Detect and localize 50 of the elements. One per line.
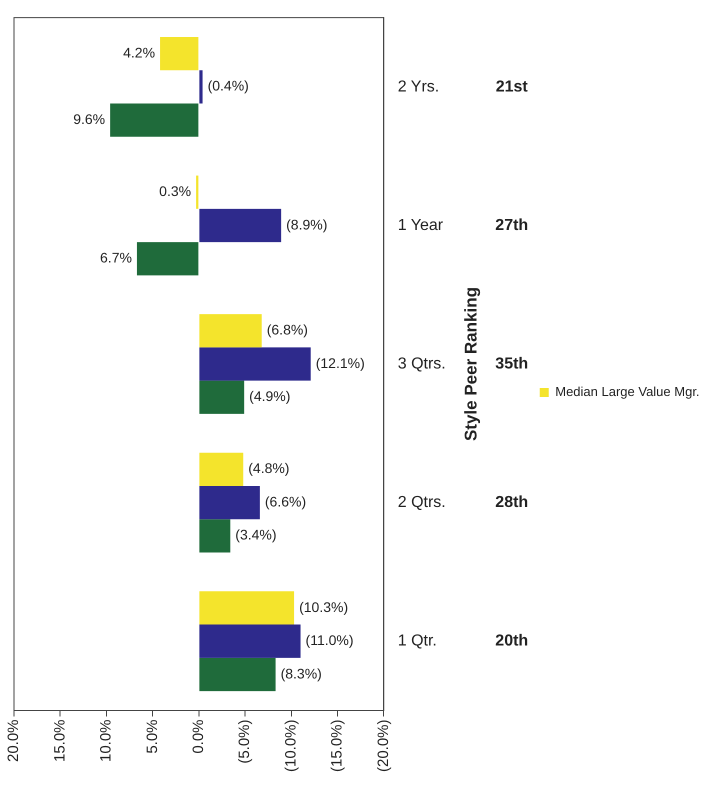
bar bbox=[199, 591, 294, 625]
data-label: 0.3% bbox=[159, 183, 192, 200]
x-tick-label: (20.0%) bbox=[374, 719, 392, 772]
data-label: (6.6%) bbox=[264, 493, 306, 510]
data-label: (10.3%) bbox=[299, 598, 348, 615]
text: 21st bbox=[496, 78, 528, 96]
bar bbox=[136, 242, 198, 276]
bar bbox=[110, 104, 198, 137]
text: 35th bbox=[495, 355, 528, 372]
text: 28th bbox=[495, 494, 528, 512]
y-tick-label: 2 Yrs. bbox=[398, 78, 440, 96]
bar bbox=[199, 314, 262, 348]
bar bbox=[199, 208, 282, 242]
y-tick-label: 2 Qtrs. bbox=[398, 494, 446, 512]
bar bbox=[199, 380, 244, 414]
bar bbox=[199, 658, 276, 692]
x-tick-label: 20.0% bbox=[5, 719, 22, 762]
y-tick-label: 1 Qtr. bbox=[398, 632, 437, 650]
x-tick-label: 10.0% bbox=[98, 719, 115, 762]
text: 20th bbox=[495, 632, 528, 650]
data-label: (11.0%) bbox=[306, 632, 354, 648]
x-tick-label: 0.0% bbox=[190, 719, 208, 754]
data-label: (0.4%) bbox=[208, 78, 249, 94]
y-tick-label: 1 Year bbox=[398, 216, 444, 234]
y-axis-title: Style Peer Ranking bbox=[461, 287, 480, 442]
data-label: 6.7% bbox=[100, 250, 132, 266]
data-label: (8.9%) bbox=[286, 216, 328, 232]
x-tick-label: 5.0% bbox=[144, 719, 161, 754]
data-label: 9.6% bbox=[73, 111, 106, 128]
data-label: (8.3%) bbox=[280, 665, 322, 682]
data-label: 4.2% bbox=[123, 44, 156, 60]
text: 27th bbox=[495, 216, 528, 234]
x-tick-label: (10.0%) bbox=[282, 719, 300, 772]
data-label: (3.4%) bbox=[235, 526, 277, 543]
data-label: (12.1%) bbox=[316, 354, 365, 371]
data-label: (4.9%) bbox=[249, 388, 290, 404]
bar bbox=[160, 37, 198, 70]
data-label: (6.8%) bbox=[266, 322, 308, 338]
bar bbox=[199, 347, 311, 381]
bar bbox=[199, 519, 230, 552]
x-tick-label: 15.0% bbox=[51, 719, 68, 762]
data-label: (4.8%) bbox=[248, 460, 290, 476]
x-tick-label: (15.0%) bbox=[328, 719, 346, 772]
bar bbox=[199, 486, 260, 520]
x-tick-label: (5.0%) bbox=[236, 719, 254, 764]
y-tick-label: 3 Qtrs. bbox=[398, 355, 446, 372]
bar bbox=[199, 70, 203, 104]
bar bbox=[199, 624, 301, 658]
bar bbox=[199, 452, 244, 486]
legend-label: Median Large Value Mgr. bbox=[555, 384, 700, 400]
